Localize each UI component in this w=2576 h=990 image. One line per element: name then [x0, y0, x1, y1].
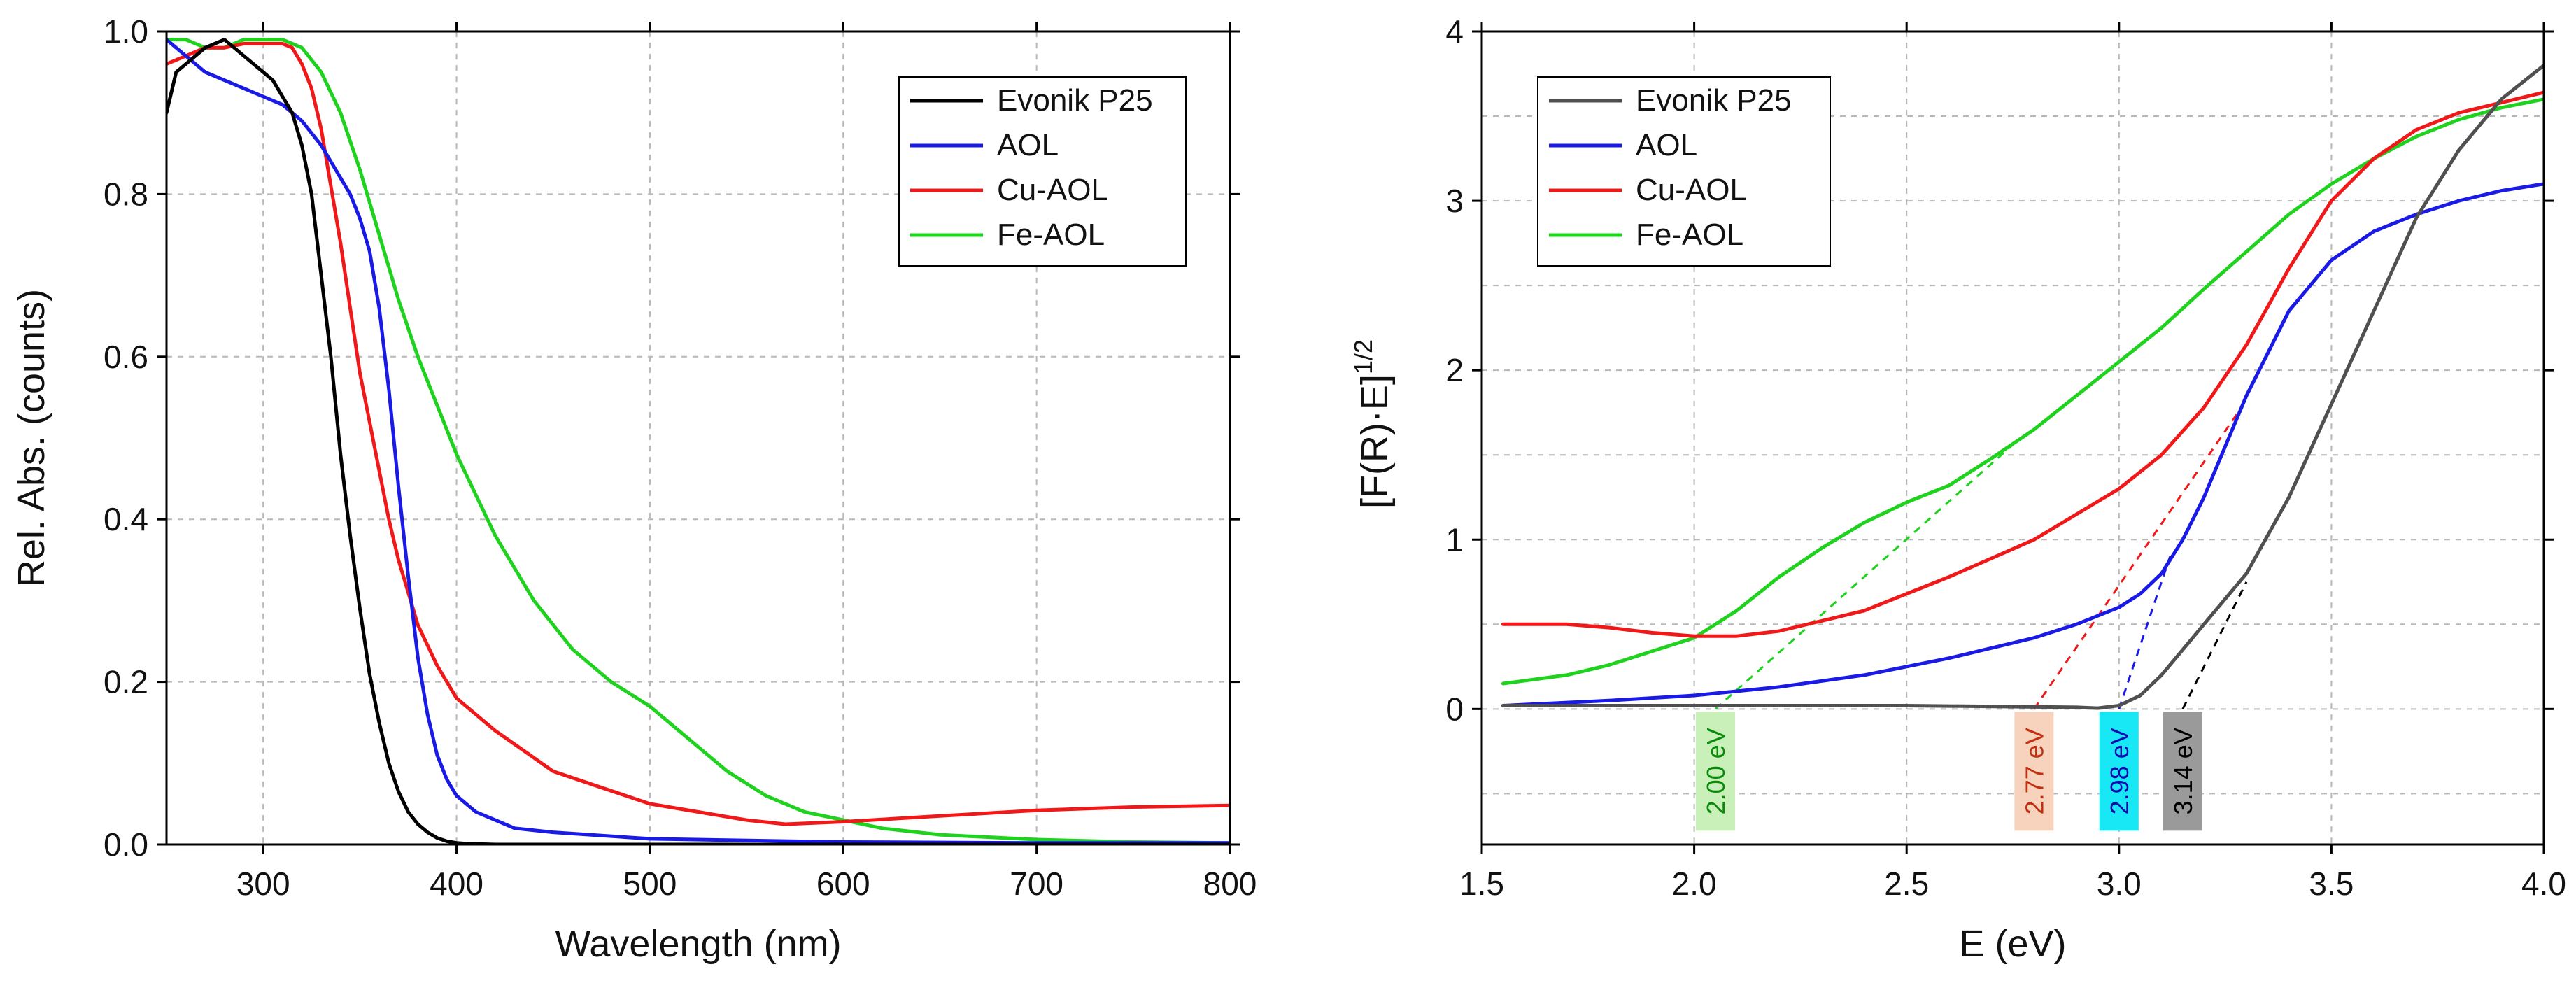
y-tick-label: 0.2	[104, 664, 148, 700]
bandgap-label: 2.00 eV	[1701, 728, 1730, 814]
y-tick-label: 1	[1445, 521, 1464, 558]
x-tick-label: 1.5	[1459, 865, 1504, 902]
x-axis-title: Wavelength (nm)	[555, 923, 841, 965]
plot-area	[167, 38, 1230, 844]
axis-ticks: 300 400 500 600 700 800 0.0 0.2 0.4 0.6 0.8 1.0	[104, 13, 1257, 902]
series-line-evonik-p25	[1501, 63, 2544, 710]
legend-label: Cu-AOL	[1636, 173, 1747, 207]
series-line-evonik-p25	[167, 38, 1230, 844]
legend-label: Evonik P25	[1636, 83, 1792, 118]
series-line-cu-aol	[1501, 90, 2544, 638]
y-axis-title: Rel. Abs. (counts)	[10, 289, 52, 587]
y-tick-label: 4	[1445, 13, 1464, 50]
x-tick-label: 700	[1010, 865, 1063, 902]
x-axis-title: E (eV)	[1959, 923, 2066, 965]
axis-ticks: 1.5 2.0 2.5 3.0 3.5 4.0 0 1 2 3 4	[1445, 13, 2566, 902]
legend-label: Fe-AOL	[997, 218, 1105, 252]
bandgap-label: 2.77 eV	[2020, 728, 2048, 814]
y-tick-label: 0.4	[104, 501, 148, 537]
plot-area	[1501, 63, 2544, 710]
y-axis-title: [F(R)·E]1/2	[1349, 339, 1396, 509]
y-tick-label: 2	[1445, 352, 1464, 388]
y-tick-label: 0.8	[104, 176, 148, 212]
x-tick-label: 300	[236, 865, 290, 902]
tangent-line-aol	[2118, 556, 2172, 709]
plot-frame	[1480, 30, 2545, 846]
x-tick-label: 600	[816, 865, 870, 902]
tangent-line-evonik-p25	[2181, 581, 2248, 710]
tangent-line-fe-aol	[1714, 444, 2014, 710]
absorbance-chart: 300 400 500 600 700 800 0.0 0.2 0.4 0.6 0.8 1.0 Wave…	[10, 13, 1257, 965]
y-tick-label: 3	[1445, 183, 1464, 219]
x-tick-label: 2.5	[1884, 865, 1929, 902]
y-axis-title-main: [F(R)·E]	[1354, 374, 1396, 509]
x-tick-label: 3.5	[2309, 865, 2354, 902]
x-tick-label: 500	[623, 865, 677, 902]
tangent-line-cu-aol	[2033, 411, 2239, 710]
y-tick-label: 0.6	[104, 339, 148, 375]
x-tick-label: 4.0	[2521, 865, 2566, 902]
legend-label: Fe-AOL	[1636, 218, 1743, 252]
legend: Evonik P25 AOL Cu-AOL Fe-AOL	[1537, 76, 1831, 267]
series-line-aol	[1501, 182, 2544, 707]
legend: Evonik P25 AOL Cu-AOL Fe-AOL	[898, 76, 1187, 267]
tauc-plot-chart: 1.5 2.0 2.5 3.0 3.5 4.0 0 1 2 3 4 2.00 eV 2.77 eV 2.9…	[1349, 13, 2566, 965]
legend-label: AOL	[1636, 128, 1697, 162]
x-tick-label: 400	[430, 865, 483, 902]
bandgap-badge	[1695, 712, 1735, 831]
legend-label: Evonik P25	[997, 83, 1153, 118]
bandgap-badge	[2014, 712, 2054, 831]
bandgap-badge	[2163, 712, 2202, 831]
bandgap-annotations: 2.00 eV 2.77 eV 2.98 eV 3.14 eV	[1695, 712, 2202, 831]
y-tick-label: 0.0	[104, 826, 148, 863]
y-axis-title-superscript: 1/2	[1349, 339, 1378, 374]
y-tick-label: 0	[1445, 691, 1464, 727]
y-tick-label: 1.0	[104, 13, 148, 50]
plot-frame	[165, 30, 1231, 846]
legend-label: AOL	[997, 128, 1059, 162]
grid-lines	[1482, 31, 2544, 844]
bandgap-label: 2.98 eV	[2105, 728, 2134, 814]
bandgap-badge	[2099, 712, 2139, 831]
x-tick-label: 3.0	[2097, 865, 2142, 902]
series-line-aol	[167, 38, 1230, 844]
x-tick-label: 800	[1203, 865, 1257, 902]
x-tick-label: 2.0	[1672, 865, 1717, 902]
grid-lines	[167, 31, 1230, 844]
series-line-cu-aol	[167, 41, 1230, 826]
legend-label: Cu-AOL	[997, 173, 1108, 207]
bandgap-label: 3.14 eV	[2169, 728, 2198, 814]
